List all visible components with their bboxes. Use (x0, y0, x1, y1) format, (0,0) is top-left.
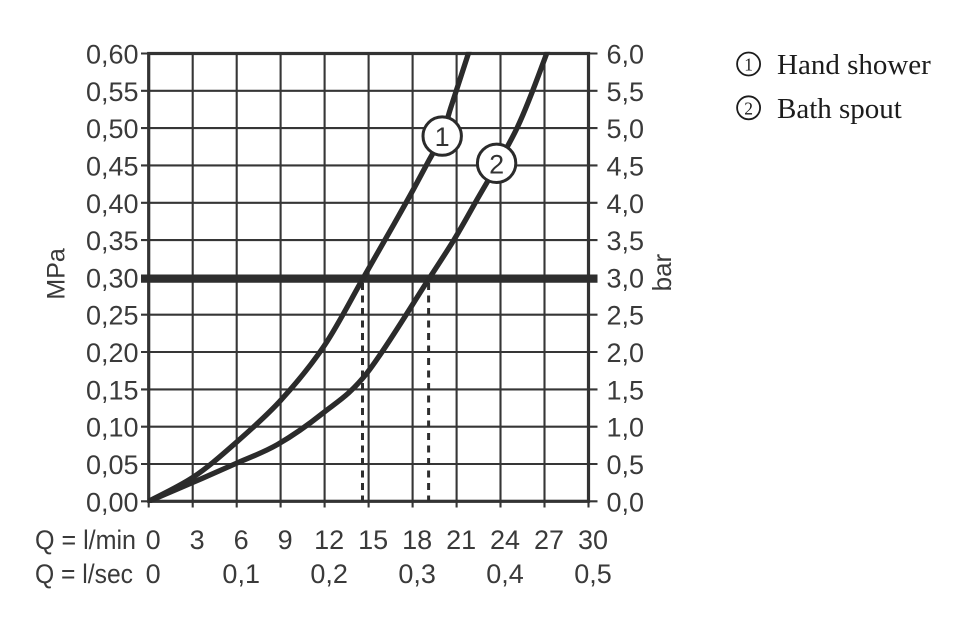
svg-text:0: 0 (146, 559, 161, 589)
svg-text:0,45: 0,45 (86, 151, 139, 181)
svg-text:0,2: 0,2 (310, 559, 348, 589)
svg-text:0,3: 0,3 (398, 559, 436, 589)
svg-text:Bath spout: Bath spout (777, 93, 902, 125)
svg-text:0,15: 0,15 (86, 375, 139, 405)
svg-text:5,0: 5,0 (607, 114, 645, 144)
svg-text:1: 1 (744, 55, 753, 75)
svg-text:3,0: 3,0 (607, 263, 645, 293)
svg-text:4,0: 4,0 (607, 189, 645, 219)
svg-text:0,0: 0,0 (607, 487, 645, 517)
svg-text:0,60: 0,60 (86, 40, 139, 70)
svg-text:0,40: 0,40 (86, 189, 139, 219)
svg-text:18: 18 (402, 525, 432, 555)
svg-text:2: 2 (489, 149, 504, 179)
svg-text:0,30: 0,30 (86, 263, 139, 293)
svg-text:1: 1 (435, 122, 450, 152)
svg-text:0,1: 0,1 (222, 559, 260, 589)
svg-text:15: 15 (358, 525, 388, 555)
svg-text:27: 27 (534, 525, 564, 555)
svg-text:9: 9 (278, 525, 293, 555)
svg-text:bar: bar (647, 253, 677, 291)
svg-text:MPa: MPa (43, 248, 71, 300)
svg-text:21: 21 (446, 525, 476, 555)
svg-text:1,5: 1,5 (607, 375, 645, 405)
svg-text:2: 2 (744, 98, 753, 118)
svg-text:3: 3 (190, 525, 205, 555)
svg-text:0,20: 0,20 (86, 338, 139, 368)
svg-text:Q = l/min: Q = l/min (35, 525, 136, 555)
svg-text:5,5: 5,5 (607, 77, 645, 107)
svg-text:2,5: 2,5 (607, 301, 645, 331)
svg-text:1,0: 1,0 (607, 413, 645, 443)
svg-text:30: 30 (578, 525, 608, 555)
svg-text:Hand shower: Hand shower (777, 49, 931, 81)
svg-text:6: 6 (234, 525, 249, 555)
svg-text:0,00: 0,00 (86, 487, 139, 517)
svg-text:3,5: 3,5 (607, 226, 645, 256)
svg-text:0,10: 0,10 (86, 413, 139, 443)
svg-text:0: 0 (146, 525, 161, 555)
svg-text:0,25: 0,25 (86, 301, 139, 331)
svg-text:0,50: 0,50 (86, 114, 139, 144)
svg-text:2,0: 2,0 (607, 338, 645, 368)
svg-text:Q = l/sec: Q = l/sec (35, 559, 133, 589)
svg-text:0,4: 0,4 (486, 559, 524, 589)
svg-text:0,55: 0,55 (86, 77, 139, 107)
svg-text:12: 12 (314, 525, 344, 555)
svg-text:0,5: 0,5 (607, 450, 645, 480)
svg-text:24: 24 (490, 525, 520, 555)
svg-text:4,5: 4,5 (607, 151, 645, 181)
svg-text:0,5: 0,5 (574, 559, 612, 589)
svg-text:0,05: 0,05 (86, 450, 139, 480)
svg-text:6,0: 6,0 (607, 40, 645, 70)
svg-text:0,35: 0,35 (86, 226, 139, 256)
